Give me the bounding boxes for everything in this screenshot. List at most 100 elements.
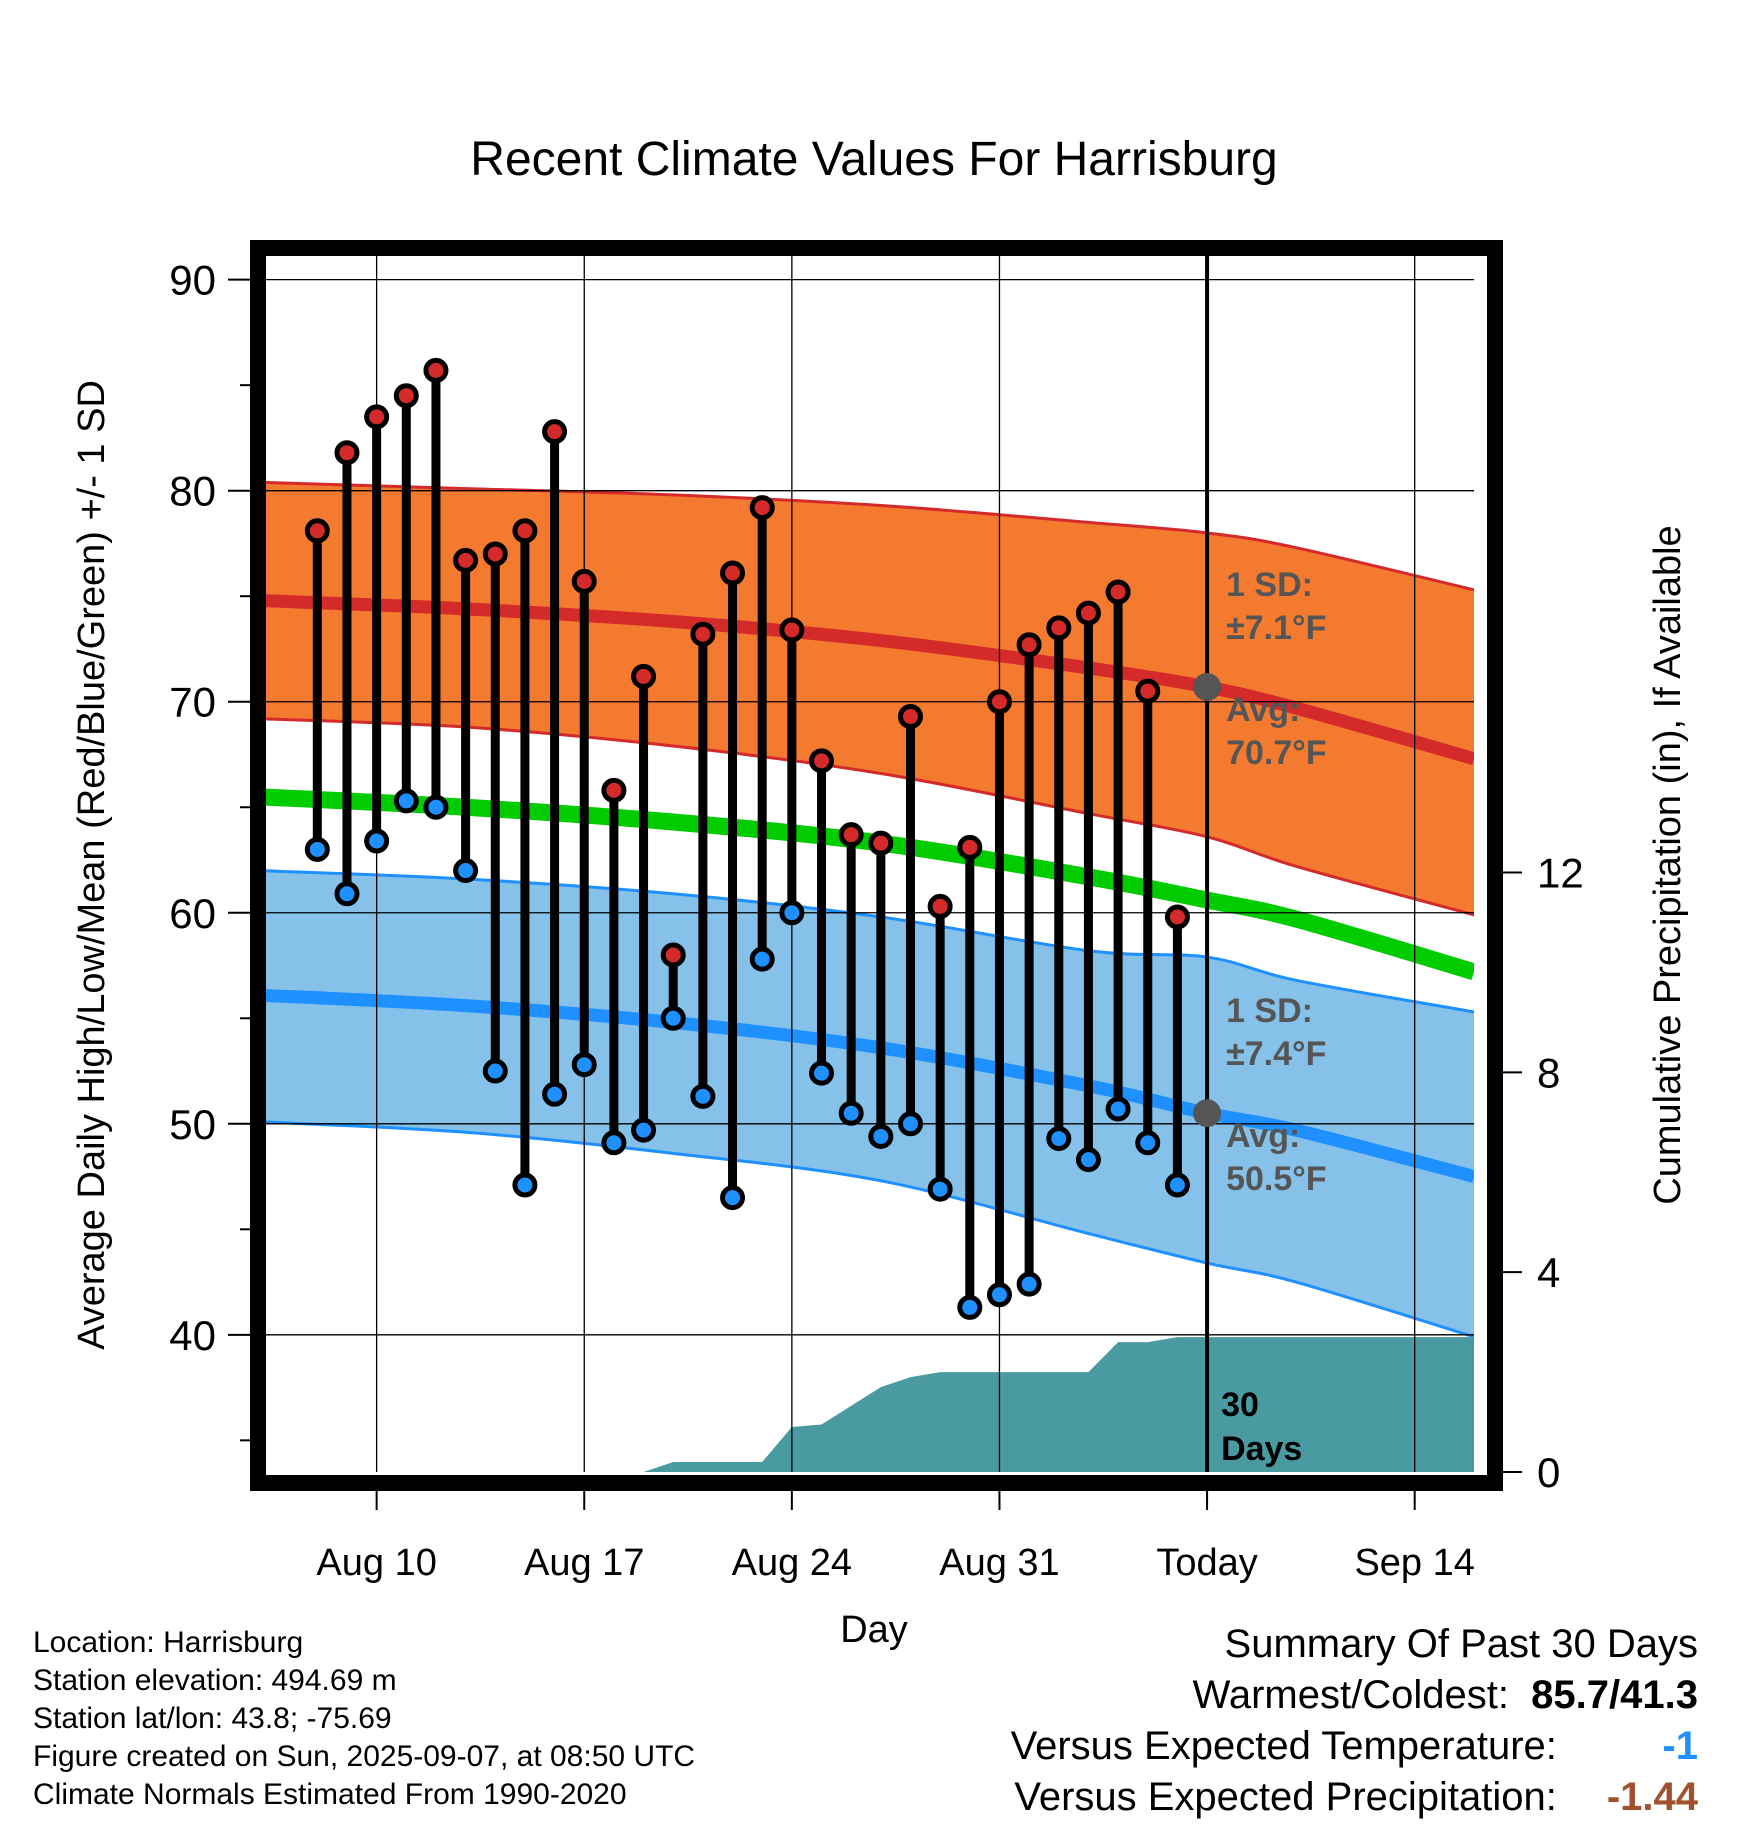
daily-low-point (631, 1117, 657, 1143)
today-low-avg-point (1193, 1099, 1222, 1128)
daily-low-point (364, 828, 390, 854)
daily-high-point (1105, 579, 1131, 605)
daily-high-point (779, 617, 805, 643)
daily-low-point (660, 1005, 686, 1031)
daily-low-point (601, 1130, 627, 1156)
summary-temp-value: -1 (1662, 1724, 1698, 1768)
daily-high-point (304, 518, 330, 544)
daily-low-point (334, 881, 360, 907)
daily-high-point (542, 419, 568, 445)
info-latlon: Station lat/lon: 43.8; -75.69 (33, 1702, 392, 1735)
daily-low-point (957, 1294, 983, 1320)
chart-title: Recent Climate Values For Harrisburg (470, 133, 1277, 186)
daily-low-point (720, 1185, 746, 1211)
summary-heading: Summary Of Past 30 Days (1224, 1622, 1698, 1666)
low-lower-edge (258, 1120, 1474, 1339)
y-tick-label: 40 (169, 1312, 216, 1359)
avg-heading-label: Avg: (1226, 1117, 1300, 1155)
low-sd-band (258, 870, 1474, 1337)
daily-low-point (571, 1052, 597, 1078)
x-axis-label: Day (840, 1609, 908, 1651)
info-location: Location: Harrisburg (33, 1626, 304, 1659)
info-created: Figure created on Sun, 2025-09-07, at 08… (33, 1740, 696, 1773)
y2-tick-label: 4 (1537, 1249, 1560, 1296)
avg-value-label: 50.5°F (1226, 1160, 1327, 1198)
y-tick-label: 90 (169, 257, 216, 304)
daily-high-point (393, 383, 419, 409)
today-high-avg-point (1193, 672, 1222, 701)
daily-high-point (838, 822, 864, 848)
daily-high-point (1075, 600, 1101, 626)
summary-temp-label: Versus Expected Temperature: (1010, 1724, 1557, 1768)
daily-low-point (542, 1081, 568, 1107)
station-info: Location: Harrisburg Station elevation: … (33, 1624, 695, 1814)
info-elevation: Station elevation: 494.69 m (33, 1664, 397, 1697)
precip-days-count: 30 (1221, 1386, 1259, 1424)
daily-low-point (393, 788, 419, 814)
y2-tick-label: 12 (1537, 849, 1584, 896)
daily-high-point (453, 547, 479, 573)
summary-warm-cold-value: 85.7/41.3 (1531, 1673, 1698, 1717)
daily-low-point (1164, 1172, 1190, 1198)
y-tick-label: 70 (169, 679, 216, 726)
daily-low-point (304, 836, 330, 862)
daily-high-point (927, 893, 953, 919)
daily-low-point (749, 946, 775, 972)
x-tick-label: Aug 24 (732, 1542, 852, 1584)
daily-high-point (571, 568, 597, 594)
sd-heading-label: 1 SD: (1226, 566, 1313, 604)
y-tick-label: 80 (169, 468, 216, 515)
sd-value-label: ±7.1°F (1226, 609, 1326, 647)
daily-high-point (631, 663, 657, 689)
daily-high-point (1046, 615, 1072, 641)
y-axis-label: Average Daily High/Low/Mean (Red/Blue/Gr… (71, 380, 113, 1350)
high-upper-edge (258, 480, 1474, 592)
daily-high-point (423, 357, 449, 383)
daily-low-point (868, 1123, 894, 1149)
daily-high-point (720, 560, 746, 586)
summary-temp: Versus Expected Temperature: -1 (1011, 1724, 1698, 1769)
daily-observations: 1 SD: ±7.1°F Avg: 70.7°F 1 SD: ±7.4°F Avg: 50.5… (304, 357, 1327, 1468)
daily-high-point (364, 404, 390, 430)
daily-low-point (986, 1282, 1012, 1308)
daily-high-point (660, 942, 686, 968)
daily-low-point (838, 1100, 864, 1126)
daily-low-point (1135, 1130, 1161, 1156)
daily-high-point (512, 518, 538, 544)
y2-axis-label: Cumulative Precipitation (in), If Availa… (1647, 525, 1689, 1204)
daily-high-point (601, 777, 627, 803)
daily-high-point (334, 440, 360, 466)
daily-low-point (1075, 1147, 1101, 1173)
x-tick-label: Today (1156, 1542, 1257, 1584)
sd-value-label: ±7.4°F (1226, 1035, 1326, 1073)
daily-low-point (690, 1083, 716, 1109)
daily-low-point (423, 794, 449, 820)
daily-high-point (1164, 904, 1190, 930)
high-sd-band (258, 482, 1474, 915)
daily-low-point (1105, 1096, 1131, 1122)
avg-value-label: 70.7°F (1226, 734, 1327, 772)
summary-precip: Versus Expected Precipitation: -1.44 (1014, 1775, 1698, 1820)
daily-high-point (897, 703, 923, 729)
summary-warm-cold: Warmest/Coldest: 85.7/41.3 (1193, 1673, 1698, 1718)
daily-high-point (868, 830, 894, 856)
daily-high-point (482, 541, 508, 567)
avg-heading-label: Avg: (1226, 691, 1300, 729)
daily-low-point (897, 1111, 923, 1137)
y-tick-label: 60 (169, 890, 216, 937)
plot-frame (250, 240, 1503, 1491)
daily-high-point (1135, 678, 1161, 704)
daily-high-point (749, 495, 775, 521)
daily-high-point (957, 834, 983, 860)
axes: 40 50 60 70 80 90 0 4 8 12 Aug 10 Aug 17 Aug 24 Aug 3… (169, 257, 1583, 1584)
summary-precip-value: -1.44 (1606, 1775, 1698, 1819)
y2-tick-label: 0 (1537, 1449, 1560, 1496)
sd-heading-label: 1 SD: (1226, 992, 1313, 1030)
y-tick-label: 50 (169, 1101, 216, 1148)
summary-warm-cold-label: Warmest/Coldest: (1192, 1673, 1509, 1717)
x-tick-label: Aug 10 (316, 1542, 436, 1584)
daily-high-point (809, 748, 835, 774)
daily-high-point (986, 689, 1012, 715)
summary-precip-label: Versus Expected Precipitation: (1014, 1775, 1557, 1819)
